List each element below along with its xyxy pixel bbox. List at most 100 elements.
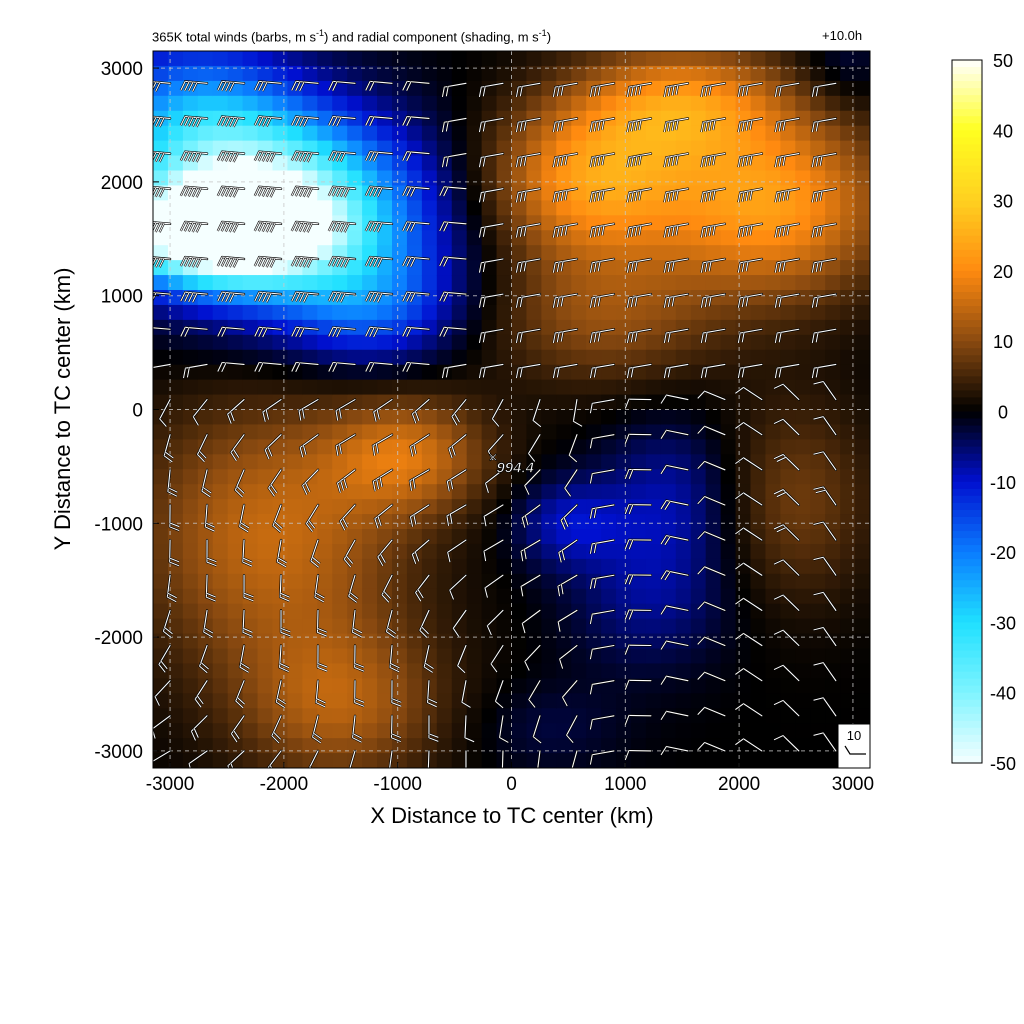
chart-title: 365K total winds (barbs, m s-1) and radi…	[152, 28, 552, 45]
wind-barb	[813, 485, 838, 507]
shading-cell	[153, 469, 169, 485]
shading-cell	[556, 364, 572, 381]
shading-cell	[601, 275, 617, 291]
shading-cell	[466, 319, 483, 336]
shading-cell	[645, 484, 662, 500]
shading-cell	[272, 155, 289, 172]
shading-cell	[675, 200, 692, 216]
shading-cell	[466, 633, 483, 650]
shading-cell	[511, 439, 528, 455]
shading-cell	[451, 633, 468, 650]
shading-cell	[287, 125, 303, 142]
shading-cell	[795, 588, 811, 605]
wind-barb	[696, 425, 727, 436]
shading-cell	[466, 349, 483, 366]
shading-cell	[720, 469, 737, 485]
shading-cell	[571, 319, 587, 336]
shading-cell	[840, 573, 856, 590]
shading-cell	[705, 245, 722, 261]
wind-barb	[314, 679, 326, 708]
shading-cell	[855, 51, 870, 67]
shading-cell	[406, 424, 423, 440]
wind-barb	[552, 257, 579, 273]
shading-cell	[840, 185, 856, 201]
shading-cell	[705, 469, 722, 485]
shading-cell	[631, 290, 647, 306]
shading-cell	[675, 409, 692, 426]
shading-cell	[571, 334, 587, 351]
y-tick-label: 3000	[101, 59, 143, 80]
shading-cell	[705, 51, 722, 67]
shading-cell	[825, 304, 841, 321]
shading-cell	[332, 454, 348, 470]
wind-barb	[696, 635, 727, 647]
shading-cell	[332, 275, 348, 291]
shading-cell	[780, 334, 796, 351]
shading-cell	[242, 573, 259, 590]
x-tick-label: 2000	[718, 774, 760, 795]
shading-cell	[526, 379, 542, 396]
shading-cell	[601, 543, 617, 560]
shading-cell	[317, 65, 333, 82]
wind-barb	[253, 291, 283, 303]
shading-cell	[153, 80, 169, 97]
shading-cell	[466, 424, 483, 440]
shading-cell	[586, 245, 602, 261]
shading-cell	[645, 334, 662, 351]
shading-cell	[317, 245, 333, 261]
shading-cell	[153, 693, 169, 709]
shading-cell	[795, 230, 811, 246]
wind-barb	[179, 115, 209, 128]
shading-cell	[765, 230, 781, 246]
wind-barb	[811, 292, 838, 308]
shading-cell	[167, 379, 184, 396]
shading-cell	[645, 693, 662, 709]
shading-cell	[840, 364, 856, 381]
shading-cell	[616, 753, 632, 768]
shading-cell	[750, 65, 767, 82]
colorbar-segment	[952, 116, 982, 124]
shading-cell	[765, 678, 781, 694]
wind-barb	[445, 503, 468, 527]
wind-barb	[153, 115, 172, 128]
wind-barb	[700, 257, 727, 273]
shading-cell	[735, 454, 752, 470]
wind-barb	[182, 363, 209, 379]
shading-cell	[421, 409, 438, 426]
shading-cell	[541, 618, 557, 635]
shading-cell	[406, 648, 423, 665]
shading-cell	[660, 753, 677, 768]
wind-barb	[773, 523, 801, 542]
shading-cell	[705, 379, 722, 396]
shading-cell	[750, 723, 767, 739]
shading-cell	[272, 454, 289, 470]
shading-cell	[317, 648, 333, 665]
shading-cell	[690, 603, 707, 620]
shading-cell	[556, 529, 572, 545]
wind-barb	[202, 609, 214, 638]
wind-barb	[811, 152, 838, 168]
shading-cell	[392, 573, 408, 590]
wind-barb	[811, 222, 838, 238]
colorbar-segment	[952, 692, 982, 701]
shading-cell	[302, 51, 318, 67]
shading-cell	[690, 588, 707, 605]
wind-barb	[478, 222, 505, 238]
wind-barb	[552, 82, 579, 98]
wind-barb	[478, 187, 505, 203]
shading-cell	[332, 708, 348, 724]
shading-cell	[167, 663, 184, 679]
colorbar-segment	[952, 242, 982, 251]
wind-barb	[447, 433, 468, 459]
shading-cell	[556, 230, 572, 246]
shading-cell	[436, 693, 453, 709]
shading-cell	[272, 334, 289, 351]
wind-barb	[253, 150, 283, 163]
shading-cell	[675, 663, 692, 679]
shading-cell	[362, 95, 378, 112]
shading-cell	[631, 260, 647, 276]
shading-cell	[526, 125, 542, 142]
shading-cell	[496, 753, 513, 768]
shading-cell	[720, 753, 737, 768]
shading-cell	[197, 499, 214, 515]
